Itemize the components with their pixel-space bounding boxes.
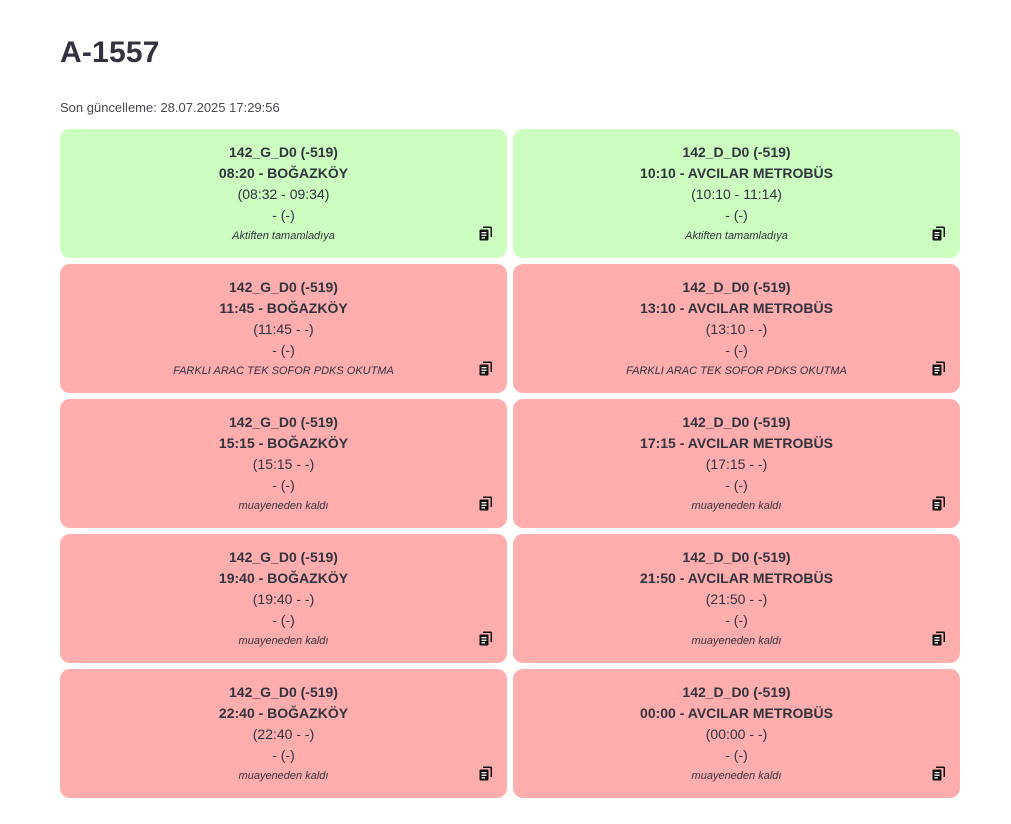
trip-extra: - (-): [272, 747, 295, 763]
trip-route: 142_G_D0 (-519): [229, 279, 338, 295]
trip-times: (13:10 - -): [705, 321, 768, 337]
copy-icon[interactable]: [479, 361, 493, 376]
trip-route: 142_D_D0 (-519): [682, 279, 791, 295]
trip-card: 142_D_D0 (-519) 17:15 - AVCILAR METROBÜS…: [513, 399, 960, 528]
trip-card: 142_D_D0 (-519) 10:10 - AVCILAR METROBÜS…: [513, 129, 960, 258]
trip-times: (17:15 - -): [705, 456, 768, 472]
trip-departure: 13:10 - AVCILAR METROBÜS: [640, 300, 833, 316]
trip-card: 142_G_D0 (-519) 08:20 - BOĞAZKÖY (08:32 …: [60, 129, 507, 258]
trip-route: 142_D_D0 (-519): [682, 414, 791, 430]
trip-card: 142_D_D0 (-519) 21:50 - AVCILAR METROBÜS…: [513, 534, 960, 663]
trip-status-note: muayeneden kaldı: [238, 770, 329, 782]
trip-status-note: Aktiften tamamladıya: [232, 230, 335, 242]
copy-icon[interactable]: [479, 766, 493, 781]
trip-times: (08:32 - 09:34): [237, 186, 330, 202]
trip-extra: - (-): [725, 477, 748, 493]
trip-departure: 10:10 - AVCILAR METROBÜS: [640, 165, 833, 181]
trip-status-note: muayeneden kaldı: [691, 500, 782, 512]
trip-times: (19:40 - -): [252, 591, 315, 607]
copy-icon[interactable]: [932, 496, 946, 511]
trip-route: 142_G_D0 (-519): [229, 144, 338, 160]
trip-card-grid: 142_G_D0 (-519) 08:20 - BOĞAZKÖY (08:32 …: [60, 129, 960, 798]
trip-card: 142_D_D0 (-519) 00:00 - AVCILAR METROBÜS…: [513, 669, 960, 798]
trip-route: 142_D_D0 (-519): [682, 549, 791, 565]
trip-extra: - (-): [725, 342, 748, 358]
copy-icon[interactable]: [479, 226, 493, 241]
trip-card: 142_G_D0 (-519) 22:40 - BOĞAZKÖY (22:40 …: [60, 669, 507, 798]
trip-times: (22:40 - -): [252, 726, 315, 742]
copy-icon[interactable]: [479, 496, 493, 511]
trip-times: (10:10 - 11:14): [691, 186, 782, 202]
trip-status-note: muayeneden kaldı: [238, 500, 329, 512]
trip-departure: 19:40 - BOĞAZKÖY: [218, 570, 349, 586]
trip-extra: - (-): [725, 747, 748, 763]
trip-extra: - (-): [272, 612, 295, 628]
trip-card: 142_G_D0 (-519) 19:40 - BOĞAZKÖY (19:40 …: [60, 534, 507, 663]
trip-status-note: Aktiften tamamladıya: [685, 230, 788, 242]
trip-times: (00:00 - -): [705, 726, 768, 742]
copy-icon[interactable]: [932, 631, 946, 646]
copy-icon[interactable]: [479, 631, 493, 646]
trip-route: 142_G_D0 (-519): [229, 684, 338, 700]
trip-status-note: FARKLI ARAC TEK SOFOR PDKS OKUTMA: [173, 365, 394, 377]
trip-times: (21:50 - -): [705, 591, 768, 607]
trip-route: 142_G_D0 (-519): [229, 414, 338, 430]
trip-status-note: muayeneden kaldı: [691, 770, 782, 782]
trip-card: 142_G_D0 (-519) 15:15 - BOĞAZKÖY (15:15 …: [60, 399, 507, 528]
trip-status-note: muayeneden kaldı: [238, 635, 329, 647]
trip-status-note: FARKLI ARAC TEK SOFOR PDKS OKUTMA: [626, 365, 847, 377]
copy-icon[interactable]: [932, 226, 946, 241]
trip-departure: 08:20 - BOĞAZKÖY: [218, 165, 349, 181]
trip-extra: - (-): [272, 342, 295, 358]
trip-departure: 17:15 - AVCILAR METROBÜS: [640, 435, 833, 451]
trip-route: 142_D_D0 (-519): [682, 684, 791, 700]
trip-extra: - (-): [272, 477, 295, 493]
trip-times: (15:15 - -): [252, 456, 315, 472]
trip-departure: 00:00 - AVCILAR METROBÜS: [640, 705, 833, 721]
trip-card: 142_G_D0 (-519) 11:45 - BOĞAZKÖY (11:45 …: [60, 264, 507, 393]
trip-extra: - (-): [725, 207, 748, 223]
page-title: A-1557: [60, 36, 160, 69]
trip-extra: - (-): [272, 207, 295, 223]
trip-departure: 22:40 - BOĞAZKÖY: [218, 705, 349, 721]
trip-card: 142_D_D0 (-519) 13:10 - AVCILAR METROBÜS…: [513, 264, 960, 393]
trip-extra: - (-): [725, 612, 748, 628]
trip-departure: 21:50 - AVCILAR METROBÜS: [640, 570, 833, 586]
trip-route: 142_D_D0 (-519): [682, 144, 791, 160]
last-updated-text: Son güncelleme: 28.07.2025 17:29:56: [60, 100, 280, 115]
copy-icon[interactable]: [932, 361, 946, 376]
trip-departure: 11:45 - BOĞAZKÖY: [219, 300, 348, 316]
trip-route: 142_G_D0 (-519): [229, 549, 338, 565]
trip-departure: 15:15 - BOĞAZKÖY: [218, 435, 349, 451]
trip-status-note: muayeneden kaldı: [691, 635, 782, 647]
copy-icon[interactable]: [932, 766, 946, 781]
trip-times: (11:45 - -): [253, 321, 314, 337]
